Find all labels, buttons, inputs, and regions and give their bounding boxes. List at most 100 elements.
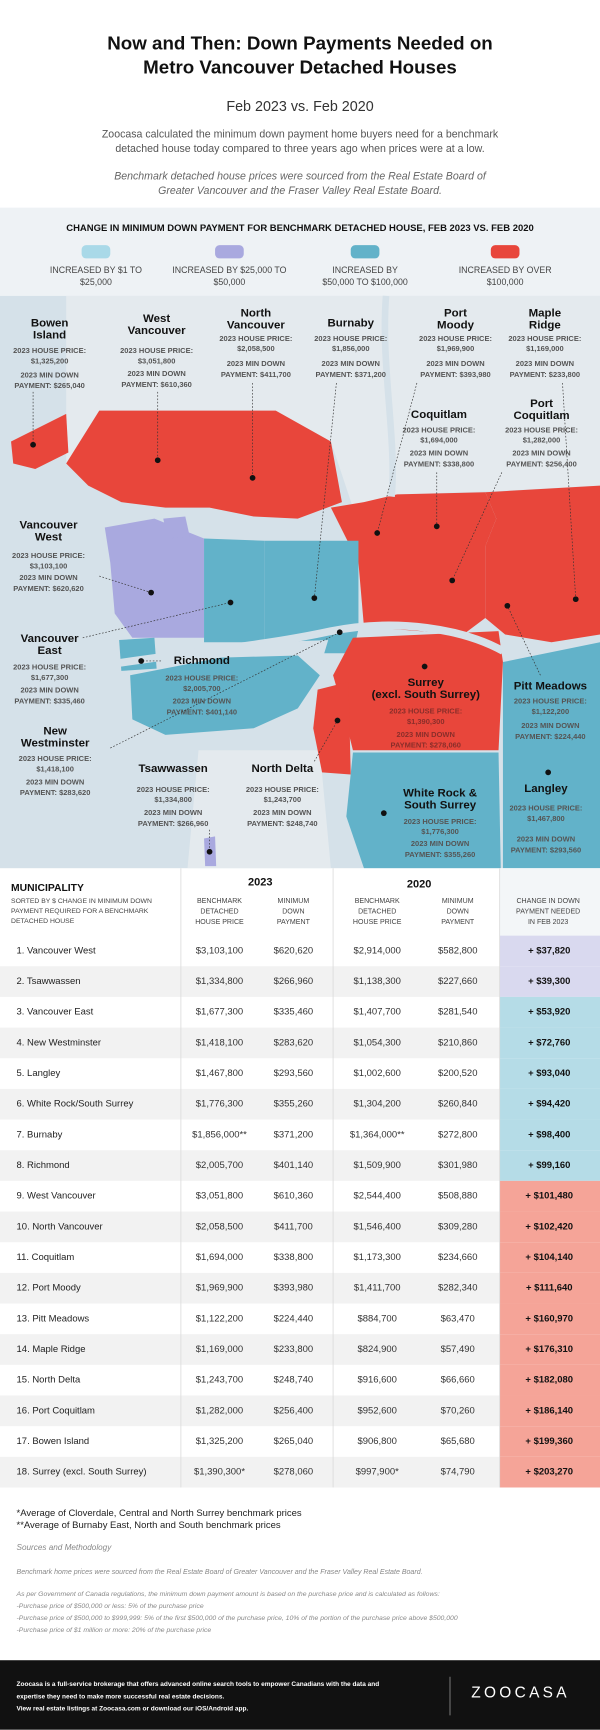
table-value: $210,860 [438, 1037, 478, 1048]
table-value: $1,325,200 [196, 1436, 243, 1447]
map-label-down: 2023 MIN DOWN [512, 449, 570, 458]
footer-background [0, 1660, 600, 1730]
table-value: $3,103,100 [196, 945, 243, 956]
table-value: $1,509,900 [354, 1160, 401, 1171]
table-value: $1,856,000** [192, 1129, 247, 1140]
change-cell [499, 1303, 600, 1335]
note: Greater Vancouver and the Fraser Valley … [158, 185, 442, 197]
region-white-rock [346, 752, 501, 869]
legend-label: $50,000 [213, 277, 245, 287]
map-label-name: Bowen [31, 317, 69, 329]
table-value: $1,243,700 [196, 1375, 243, 1386]
region-richmond [130, 655, 320, 735]
map-label-name: New [43, 726, 67, 738]
map-label-down: 2023 MIN DOWN [20, 370, 78, 379]
change-cell [499, 1242, 600, 1273]
table-value: $1,677,300 [196, 1007, 243, 1018]
footnote: *Average of Cloverdale, Central and Nort… [17, 1508, 302, 1519]
change-value: + $176,310 [525, 1344, 573, 1355]
map-label-price: 2023 HOUSE PRICE: [120, 346, 193, 355]
map-label-down: 2023 MIN DOWN [227, 359, 285, 368]
map-label-down: PAYMENT: $283,620 [20, 788, 90, 797]
region-bowen [11, 413, 69, 470]
legend-heading: CHANGE IN MINIMUM DOWN PAYMENT FOR BENCH… [66, 223, 534, 234]
map-label-price: 2023 HOUSE PRICE: [404, 817, 477, 826]
sources-heading: Sources and Methodology [17, 1543, 113, 1552]
row-background [0, 1088, 500, 1120]
table-value: $997,900* [356, 1467, 399, 1478]
table-value: $411,700 [274, 1221, 313, 1232]
map-label-down: 2023 MIN DOWN [517, 835, 575, 844]
table-value: $1,390,300* [194, 1467, 245, 1478]
region-vancouver-west [104, 518, 205, 638]
map-river [109, 621, 505, 669]
map-label-price: 2023 HOUSE PRICE: [13, 663, 86, 672]
table-value: $227,660 [438, 976, 478, 987]
municipality: 2. Tsawwassen [17, 976, 81, 987]
footer-text: Zoocasa is a full-service brokerage that… [17, 1681, 380, 1688]
municipality: 18. Surrey (excl. South Surrey) [17, 1467, 147, 1478]
table-value: $281,540 [438, 1007, 478, 1018]
change-value: + $72,760 [528, 1037, 570, 1048]
table-heading: MUNICIPALITY [11, 883, 84, 894]
legend-label: INCREASED BY $1 TO [50, 265, 142, 275]
region-surrey [333, 631, 503, 751]
map-label-name: Vancouver [21, 633, 80, 645]
map-label-down: 2023 MIN DOWN [411, 839, 469, 848]
legend-label: $50,000 TO $100,000 [322, 277, 408, 287]
table-value: $1,546,400 [354, 1221, 401, 1232]
footer-text: View real estate listings at Zoocasa.com… [17, 1705, 249, 1712]
map-label-name: Vancouver [227, 320, 286, 332]
map-label-down: PAYMENT: $620,620 [13, 584, 83, 593]
map-label-down: PAYMENT: $278,060 [391, 741, 461, 750]
legend-label: INCREASED BY [332, 265, 398, 275]
map-label-price: 2023 HOUSE PRICE: [514, 697, 587, 706]
map-label-price: $1,390,300 [407, 717, 445, 726]
map-label-down: PAYMENT: $371,200 [316, 370, 386, 379]
map-dot [206, 848, 213, 855]
map-label-down: PAYMENT: $610,360 [121, 380, 191, 389]
table-value: $66,660 [441, 1375, 475, 1386]
map-dot [311, 595, 318, 601]
change-cell [499, 1395, 600, 1427]
table-value: $1,138,300 [354, 976, 401, 987]
table-value: $1,411,700 [354, 1283, 401, 1294]
region-langley [502, 642, 600, 869]
map-label-name: Coquitlam [411, 409, 467, 421]
change-value: + $182,080 [525, 1375, 573, 1386]
map-label-price: 2023 HOUSE PRICE: [219, 334, 292, 343]
map-label-down: PAYMENT: $401,140 [167, 708, 237, 717]
municipality: 5. Langley [17, 1068, 61, 1079]
title: Metro Vancouver Detached Houses [143, 57, 457, 78]
map-label-price: $1,243,700 [264, 795, 302, 804]
map-label-name: North [241, 308, 272, 320]
map-label-down: PAYMENT: $265,040 [14, 381, 84, 390]
table-value: $508,880 [438, 1191, 478, 1202]
map-label-price: 2023 HOUSE PRICE: [13, 346, 86, 355]
map-dot [421, 663, 428, 670]
change-cell [499, 935, 600, 967]
legend-label: INCREASED BY $25,000 TO [172, 265, 286, 275]
map-dot [449, 577, 456, 584]
change-value: + $53,920 [528, 1007, 570, 1018]
municipality: 17. Bowen Island [17, 1436, 90, 1447]
table-value: $74,790 [441, 1467, 475, 1478]
footer-text: expertise they need to make more success… [17, 1693, 225, 1700]
legend-label: $100,000 [487, 277, 524, 287]
map-label-down: PAYMENT: $248,740 [247, 819, 317, 828]
table-value: $1,169,000 [196, 1344, 243, 1355]
map-label-price: 2023 HOUSE PRICE: [508, 334, 581, 343]
table-value: $2,058,500 [196, 1221, 243, 1232]
table-value: $1,364,000** [350, 1129, 405, 1140]
table-value: $1,334,800 [196, 976, 243, 987]
table-value: $1,418,100 [196, 1037, 243, 1048]
map-dot [336, 629, 343, 636]
municipality: 14. Maple Ridge [17, 1344, 86, 1355]
row-background [0, 1334, 500, 1365]
map-label-name: Coquitlam [514, 410, 570, 422]
note: Benchmark detached house prices were sou… [114, 171, 487, 183]
map-label-name: Maple [529, 308, 562, 320]
table-value: $1,054,300 [354, 1037, 401, 1048]
column-header: HOUSE PRICE [195, 919, 244, 926]
